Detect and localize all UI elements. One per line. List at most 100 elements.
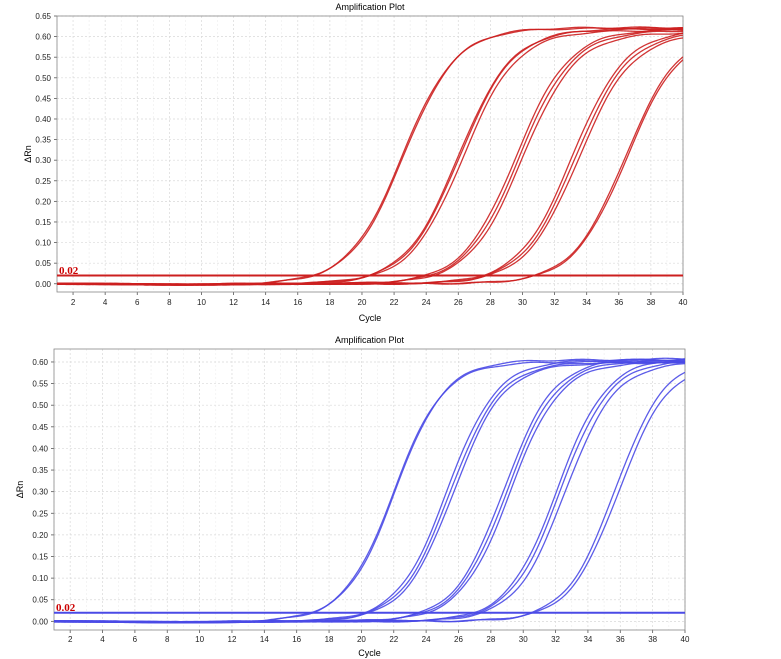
x-tick-label: 18 [325, 635, 334, 644]
x-tick-label: 34 [582, 298, 591, 307]
x-tick-label: 10 [197, 298, 206, 307]
amplification-curve [57, 59, 683, 286]
amplification-curve [54, 358, 685, 624]
amplification-curve [57, 32, 683, 286]
y-tick-label: 0.60 [35, 33, 51, 42]
y-tick-label: 0.10 [32, 574, 48, 583]
x-tick-label: 38 [646, 298, 655, 307]
x-tick-label: 8 [165, 635, 170, 644]
x-tick-label: 24 [422, 298, 431, 307]
y-tick-label: 0.40 [32, 444, 48, 453]
threshold-label: 0.02 [56, 602, 76, 614]
plot-area [54, 357, 685, 624]
y-tick-label: 0.40 [35, 115, 51, 124]
x-tick-label: 14 [260, 635, 269, 644]
x-tick-label: 12 [228, 635, 237, 644]
x-tick-label: 2 [68, 635, 73, 644]
amplification-curve [57, 28, 683, 286]
amplification-curve [57, 26, 683, 286]
y-tick-label: 0.35 [35, 136, 51, 145]
plot-frame [56, 15, 684, 293]
x-tick-label: 20 [358, 298, 367, 307]
y-tick-label: 0.00 [32, 617, 48, 626]
amplification-curve [54, 360, 685, 624]
amplification-curve [54, 378, 685, 624]
y-tick-label: 0.05 [32, 596, 48, 605]
x-tick-label: 38 [648, 635, 657, 644]
amplification-curve [54, 361, 685, 624]
amplification-curve [57, 27, 683, 286]
x-tick-label: 28 [486, 298, 495, 307]
y-tick-label: 0.55 [35, 53, 51, 62]
x-tick-label: 4 [103, 298, 108, 307]
amplification-curve [57, 32, 683, 286]
x-tick-label: 36 [614, 298, 623, 307]
x-tick-label: 20 [357, 635, 366, 644]
x-tick-label: 34 [583, 635, 592, 644]
x-tick-label: 16 [293, 298, 302, 307]
y-tick-label: 0.05 [35, 259, 51, 268]
x-tick-label: 30 [518, 298, 527, 307]
amplification-curve [57, 56, 683, 286]
x-tick-label: 36 [616, 635, 625, 644]
x-tick-label: 40 [679, 298, 688, 307]
x-tick-label: 32 [551, 635, 560, 644]
amplification-curve [57, 30, 683, 286]
y-tick-label: 0.45 [35, 94, 51, 103]
x-tick-label: 8 [167, 298, 172, 307]
x-tick-label: 30 [519, 635, 528, 644]
chart-title: Amplification Plot [335, 335, 405, 345]
x-tick-label: 32 [550, 298, 559, 307]
threshold-label: 0.02 [59, 265, 79, 277]
y-axis-label: ΔRn [15, 481, 25, 499]
y-tick-label: 0.20 [35, 197, 51, 206]
amplification-curve [57, 29, 683, 286]
x-tick-label: 22 [390, 298, 399, 307]
x-axis-label: Cycle [359, 313, 382, 323]
amplification-curve [54, 371, 685, 624]
x-tick-label: 28 [486, 635, 495, 644]
y-tick-label: 0.10 [35, 239, 51, 248]
y-tick-label: 0.50 [32, 401, 48, 410]
y-tick-label: 0.00 [35, 280, 51, 289]
x-tick-label: 40 [681, 635, 690, 644]
amplification-curve [57, 27, 683, 286]
x-tick-label: 22 [389, 635, 398, 644]
y-tick-label: 0.25 [32, 509, 48, 518]
x-tick-label: 2 [71, 298, 76, 307]
x-tick-label: 10 [195, 635, 204, 644]
y-tick-label: 0.50 [35, 74, 51, 83]
amplification-curve [54, 363, 685, 624]
y-tick-label: 0.55 [32, 380, 48, 389]
amplification-curve [57, 37, 683, 286]
x-tick-label: 6 [133, 635, 138, 644]
x-tick-label: 12 [229, 298, 238, 307]
plot-frame [53, 348, 686, 631]
amplification-curve [57, 28, 683, 286]
y-tick-label: 0.15 [32, 553, 48, 562]
x-tick-label: 26 [454, 635, 463, 644]
x-tick-label: 18 [325, 298, 334, 307]
x-axis-label: Cycle [358, 648, 381, 658]
amplification-curve [54, 358, 685, 624]
y-tick-label: 0.65 [35, 12, 51, 21]
amplification-curve [54, 361, 685, 624]
y-tick-label: 0.30 [35, 156, 51, 165]
x-tick-label: 24 [422, 635, 431, 644]
plot-area [57, 26, 683, 286]
amplification-curve [54, 358, 685, 624]
x-tick-label: 6 [135, 298, 140, 307]
amplification-curve [54, 357, 685, 624]
y-axis-label: ΔRn [23, 145, 33, 163]
y-tick-label: 0.60 [32, 358, 48, 367]
y-tick-label: 0.30 [32, 488, 48, 497]
x-tick-label: 14 [261, 298, 270, 307]
y-tick-label: 0.20 [32, 531, 48, 540]
x-tick-label: 26 [454, 298, 463, 307]
y-tick-label: 0.25 [35, 177, 51, 186]
y-tick-label: 0.45 [32, 423, 48, 432]
x-tick-label: 16 [292, 635, 301, 644]
